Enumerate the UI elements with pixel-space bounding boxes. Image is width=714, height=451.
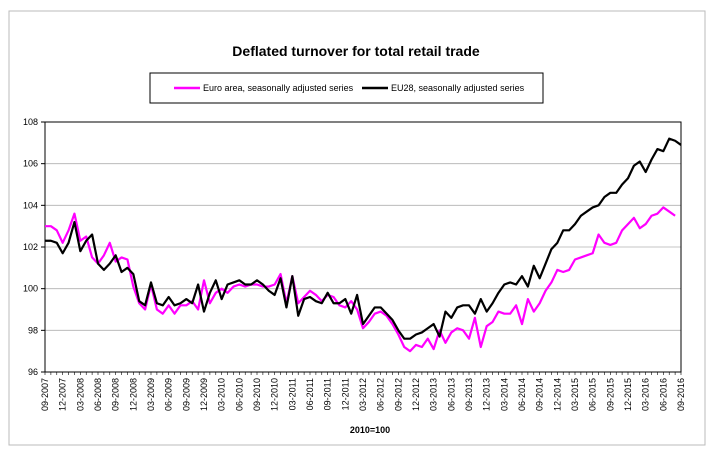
x-tick-label: 06-2010 bbox=[234, 378, 244, 411]
x-tick-label: 06-2015 bbox=[588, 378, 598, 411]
legend-box bbox=[149, 72, 544, 104]
x-tick-label: 03-2015 bbox=[570, 378, 580, 411]
legend-label-euro-area: Euro area, seasonally adjusted series bbox=[203, 83, 354, 93]
y-tick-label: 98 bbox=[28, 325, 38, 335]
x-tick-label: 03-2008 bbox=[75, 378, 85, 411]
x-tick-label: 03-2013 bbox=[429, 378, 439, 411]
x-tick-label: 06-2013 bbox=[446, 378, 456, 411]
x-axis-label: 2010=100 bbox=[350, 425, 390, 435]
x-tick-label: 12-2007 bbox=[58, 378, 68, 411]
x-tick-label: 09-2008 bbox=[111, 378, 121, 411]
x-tick-label: 12-2009 bbox=[199, 378, 209, 411]
x-tick-label: 06-2016 bbox=[658, 378, 668, 411]
y-tick-label: 102 bbox=[23, 242, 38, 252]
x-tick-label: 06-2008 bbox=[93, 378, 103, 411]
x-tick-label: 09-2010 bbox=[252, 378, 262, 411]
x-tick-label: 06-2011 bbox=[305, 378, 315, 410]
legend-label-eu28: EU28, seasonally adjusted series bbox=[391, 83, 525, 93]
y-tick-label: 96 bbox=[28, 367, 38, 377]
x-tick-label: 09-2009 bbox=[181, 378, 191, 411]
y-tick-label: 100 bbox=[23, 284, 38, 294]
y-tick-label: 106 bbox=[23, 159, 38, 169]
x-tick-label: 06-2009 bbox=[164, 378, 174, 411]
x-tick-label: 09-2014 bbox=[535, 378, 545, 411]
legend: Euro area, seasonally adjusted series EU… bbox=[149, 72, 544, 104]
x-tick-label: 12-2011 bbox=[340, 378, 350, 410]
x-tick-label: 03-2014 bbox=[499, 378, 509, 411]
x-tick-label: 12-2014 bbox=[552, 378, 562, 411]
series-layer bbox=[45, 137, 682, 353]
x-tick-label: 09-2015 bbox=[605, 378, 615, 411]
x-tick-label: 12-2012 bbox=[411, 378, 421, 411]
y-tick-label: 104 bbox=[23, 200, 38, 210]
x-tick-label: 09-2007 bbox=[40, 378, 50, 411]
x-tick-label: 03-2016 bbox=[641, 378, 651, 411]
x-tick-label: 12-2010 bbox=[270, 378, 280, 411]
x-tick-label: 09-2011 bbox=[323, 378, 333, 410]
x-tick-label: 09-2016 bbox=[676, 378, 686, 411]
x-tick-label: 03-2009 bbox=[146, 378, 156, 411]
x-axis-tick-labels: 09-2007 12-2007 03-2008 06-2008 09-2008 12-20… bbox=[40, 372, 686, 411]
x-tick-label: 09-2013 bbox=[464, 378, 474, 411]
x-tick-label: 12-2015 bbox=[623, 378, 633, 411]
chart-title: Deflated turnover for total retail trade bbox=[232, 43, 480, 59]
y-axis-tick-labels: 96 98 100 102 104 106 108 bbox=[23, 117, 45, 377]
x-tick-label: 03-2010 bbox=[217, 378, 227, 411]
plot-area-border bbox=[44, 121, 682, 373]
x-tick-label: 03-2011 bbox=[287, 378, 297, 410]
x-tick-label: 12-2008 bbox=[128, 378, 138, 411]
x-tick-label: 09-2012 bbox=[393, 378, 403, 411]
x-tick-label: 12-2013 bbox=[482, 378, 492, 411]
x-tick-label: 06-2012 bbox=[376, 378, 386, 411]
x-tick-label: 03-2012 bbox=[358, 378, 368, 411]
x-tick-label: 06-2014 bbox=[517, 378, 527, 411]
series-line-eu28 bbox=[45, 137, 682, 340]
y-tick-label: 108 bbox=[23, 117, 38, 127]
